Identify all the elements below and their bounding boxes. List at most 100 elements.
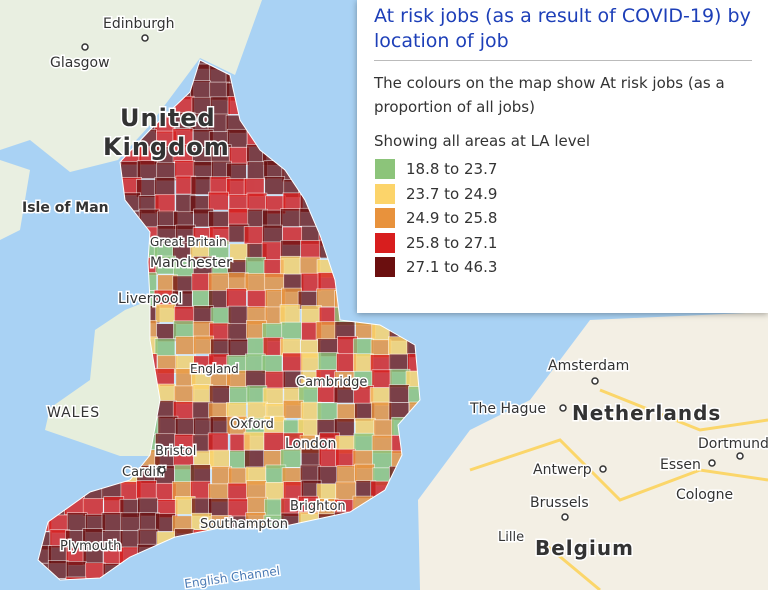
area-patch bbox=[282, 352, 303, 372]
area-patch bbox=[175, 336, 197, 355]
area-patch bbox=[38, 467, 52, 486]
area-patch bbox=[66, 337, 88, 357]
area-patch bbox=[46, 465, 68, 485]
area-patch bbox=[138, 208, 160, 228]
land-europe bbox=[418, 312, 768, 590]
area-patch bbox=[227, 305, 249, 325]
area-patch bbox=[391, 577, 412, 580]
area-patch bbox=[354, 463, 375, 483]
city-label: Cardiff bbox=[122, 465, 166, 480]
area-patch bbox=[246, 60, 268, 69]
area-patch bbox=[38, 241, 52, 261]
region-label: WALES bbox=[47, 405, 100, 421]
area-patch bbox=[102, 563, 124, 580]
city-dot bbox=[599, 465, 607, 473]
area-patch bbox=[38, 176, 49, 196]
area-patch bbox=[227, 529, 248, 549]
area-patch bbox=[283, 562, 304, 580]
legend-swatch bbox=[374, 207, 396, 230]
area-patch bbox=[262, 65, 284, 84]
area-patch bbox=[355, 512, 376, 531]
area-patch bbox=[227, 498, 249, 518]
area-patch bbox=[297, 163, 319, 182]
area-patch bbox=[409, 322, 420, 342]
area-patch bbox=[65, 449, 87, 468]
area-patch bbox=[353, 528, 375, 548]
info-panel: At risk jobs (as a result of COVID-19) b… bbox=[357, 0, 768, 313]
city-label: Manchester bbox=[150, 255, 232, 271]
area-patch bbox=[299, 80, 320, 100]
area-patch bbox=[38, 256, 50, 276]
area-patch bbox=[370, 497, 392, 517]
map-labels: Edinburgh Glasgow United Kingdom Isle of… bbox=[21, 15, 768, 590]
area-patch bbox=[264, 176, 286, 195]
area-patch bbox=[263, 79, 284, 99]
legend-swatch bbox=[374, 158, 396, 181]
area-patch bbox=[174, 528, 195, 548]
area-patch bbox=[102, 258, 123, 277]
area-patch bbox=[136, 562, 157, 580]
area-patch bbox=[65, 560, 87, 580]
area-patch bbox=[262, 544, 283, 563]
city-dot bbox=[591, 377, 599, 385]
area-patch bbox=[120, 192, 141, 212]
legend-item: 25.8 to 27.1 bbox=[374, 231, 752, 256]
roads bbox=[469, 388, 768, 590]
area-patch bbox=[46, 339, 67, 358]
area-patch bbox=[120, 210, 142, 230]
area-patch bbox=[406, 415, 420, 435]
area-patch bbox=[38, 448, 52, 468]
area-patch bbox=[119, 563, 140, 580]
area-patch bbox=[63, 243, 85, 263]
city-label: Amsterdam bbox=[548, 358, 629, 374]
legend-swatch bbox=[374, 256, 396, 279]
area-patch bbox=[38, 339, 52, 358]
area-patch bbox=[38, 496, 49, 516]
area-patch bbox=[190, 464, 211, 483]
area-patch bbox=[334, 577, 356, 580]
legend-item: 23.7 to 24.9 bbox=[374, 182, 752, 207]
area-patch bbox=[317, 192, 338, 211]
area-patch bbox=[247, 290, 268, 309]
area-patch bbox=[136, 578, 158, 580]
area-patch bbox=[137, 543, 158, 563]
area-patch bbox=[409, 464, 420, 484]
city-dots bbox=[81, 34, 744, 521]
area-patch bbox=[281, 321, 302, 341]
area-patch bbox=[388, 561, 410, 580]
area-patch bbox=[120, 242, 141, 261]
area-patch bbox=[136, 272, 157, 291]
area-patch bbox=[101, 512, 123, 531]
area-patch bbox=[82, 273, 103, 292]
area-patch bbox=[66, 227, 88, 247]
area-patch bbox=[337, 544, 359, 563]
city-label: Bristol bbox=[155, 444, 196, 459]
area-patch bbox=[353, 432, 375, 452]
area-patch bbox=[64, 322, 86, 342]
area-patch bbox=[246, 544, 268, 563]
area-patch bbox=[263, 578, 285, 580]
area-patch bbox=[38, 274, 53, 294]
city-label: Edinburgh bbox=[103, 16, 175, 32]
area-patch bbox=[38, 562, 51, 580]
area-patch bbox=[316, 288, 337, 308]
region-label: Great Britain bbox=[150, 235, 227, 249]
city-dot bbox=[158, 466, 166, 474]
area-patch bbox=[317, 114, 339, 133]
area-patch bbox=[63, 369, 85, 389]
area-patch bbox=[425, 402, 445, 420]
area-patch bbox=[389, 499, 411, 518]
area-patch bbox=[334, 240, 356, 259]
area-patch bbox=[63, 480, 85, 499]
area-patch bbox=[209, 449, 230, 469]
area-patch bbox=[208, 191, 229, 211]
area-patch bbox=[300, 130, 322, 149]
area-patch bbox=[227, 546, 248, 565]
area-patch bbox=[283, 99, 305, 118]
area-patch bbox=[300, 577, 322, 580]
area-patch bbox=[371, 512, 393, 531]
area-patch bbox=[426, 387, 446, 405]
area-patch bbox=[81, 259, 103, 278]
area-patch bbox=[279, 304, 301, 323]
